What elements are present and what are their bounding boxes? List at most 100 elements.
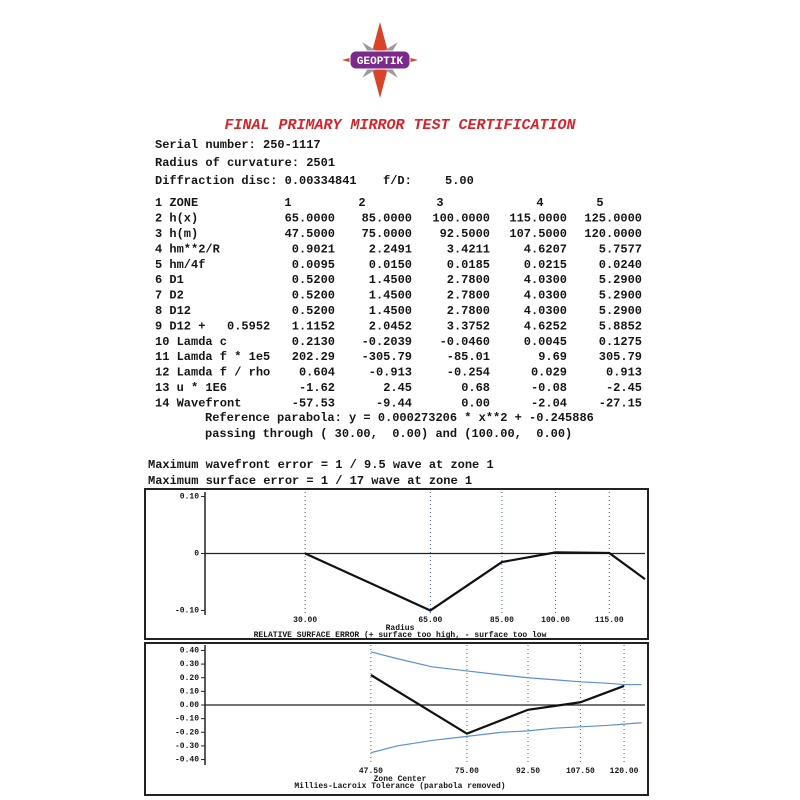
table-cell: -85.01 [447,350,490,364]
column-header: 1 [284,196,291,210]
table-cell: -0.2039 [362,335,412,349]
y-tick-label: 0.10 [180,493,199,502]
table-cell: -57.53 [292,396,335,410]
reference-line: passing through ( 30.00, 0.00) and (100.… [205,427,572,441]
table-cell: 0.68 [461,381,490,395]
table-cell: 4.6207 [524,242,567,256]
y-tick-label: -0.10 [175,607,199,616]
table-cell: 125.0000 [584,212,642,226]
table-cell: 2.7800 [447,273,490,287]
table-cell: 4.0300 [524,273,567,287]
x-tick-label: 47.50 [359,767,383,776]
row-label: 13 u * 1E6 [155,381,227,395]
table-cell: 9.69 [538,350,567,364]
row-label: 8 D12 [155,304,191,318]
y-tick-label: 0.00 [180,701,199,710]
table-cell: 0.00 [461,396,490,410]
table-cell: 2.0452 [369,319,412,333]
chart-title: RELATIVE SURFACE ERROR (+ surface too hi… [254,631,547,640]
row-label: 14 Wavefront [155,396,241,410]
table-cell: 120.0000 [584,227,642,241]
chart-frame [144,642,649,796]
y-tick-label: 0.10 [180,687,199,696]
table-cell: 0.5200 [292,273,335,287]
serial: Serial number: 250-1117 [155,138,321,152]
x-tick-label: 65.00 [418,616,442,625]
x-tick-label: 115.00 [595,616,624,625]
y-tick-label: 0.40 [180,647,199,656]
table-cell: 4.6252 [524,319,567,333]
table-cell: 202.29 [292,350,335,364]
summary-line: Maximum wavefront error = 1 / 9.5 wave a… [148,458,494,472]
y-tick-label: 0.20 [180,674,199,683]
table-cell: -0.913 [369,366,412,380]
logo-text: GEOPTIK [357,56,404,68]
summary-line: Maximum surface error = 1 / 17 wave at z… [148,474,472,488]
table-cell: 47.5000 [285,227,335,241]
table-cell: 5.2900 [599,289,642,303]
table-cell: 107.5000 [509,227,567,241]
table-cell: 5.2900 [599,304,642,318]
table-cell: 100.0000 [432,212,490,226]
table-cell: 85.0000 [362,212,412,226]
table-cell: 305.79 [599,350,642,364]
row-label: 6 D1 [155,273,184,287]
table-cell: 0.9021 [292,242,335,256]
table-cell: 1.1152 [292,319,335,333]
row-label: 7 D2 [155,289,184,303]
table-cell: 1.4500 [369,289,412,303]
table-cell: -9.44 [376,396,412,410]
radius: Radius of curvature: 2501 [155,156,335,170]
table-cell: 2.7800 [447,304,490,318]
table-cell: 5.2900 [599,273,642,287]
x-tick-label: 120.00 [610,767,639,776]
data-line [370,674,625,735]
table-cell: 0.0215 [524,258,567,272]
table-cell: 0.913 [606,366,642,380]
table-cell: 1.4500 [369,304,412,318]
x-tick-label: 30.00 [293,616,317,625]
table-cell: 2.2491 [369,242,412,256]
table-cell: 0.029 [531,366,567,380]
table-cell: -0.0460 [440,335,490,349]
table-cell: 0.5200 [292,304,335,318]
row-label: 9 D12 + 0.5952 [155,319,270,333]
table-cell: 5.8852 [599,319,642,333]
x-tick-label: 100.00 [541,616,570,625]
table-cell: 0.0150 [369,258,412,272]
y-tick-label: 0 [194,550,199,559]
table-cell: 0.1275 [599,335,642,349]
data-line [370,651,642,686]
y-tick-label: -0.20 [175,728,199,737]
table-cell: 3.3752 [447,319,490,333]
doc-title: FINAL PRIMARY MIRROR TEST CERTIFICATION [224,117,576,134]
table-cell: 65.0000 [285,212,335,226]
table-cell: 115.0000 [509,212,567,226]
column-header: 2 [358,196,365,210]
row-label: 5 hm/4f [155,258,205,272]
y-tick-label: -0.30 [175,742,199,751]
x-tick-label: 85.00 [490,616,514,625]
data-line [370,722,642,754]
column-header: 3 [436,196,443,210]
reference-line: Reference parabola: y = 0.000273206 * x*… [205,411,594,425]
table-cell: -2.04 [531,396,567,410]
logo: GEOPTIK [342,22,418,98]
table-cell: 0.0240 [599,258,642,272]
table-cell: -0.254 [447,366,490,380]
table-cell: -0.08 [531,381,567,395]
table-cell: -1.62 [299,381,335,395]
y-tick-label: -0.40 [175,756,199,765]
row-label: 12 Lamda f / rho [155,366,270,380]
table-cell: 75.0000 [362,227,412,241]
column-header: 4 [536,196,543,210]
table-cell: 4.0300 [524,289,567,303]
table-cell: 4.0300 [524,304,567,318]
x-tick-label: 92.50 [516,767,540,776]
table-cell: 0.2130 [292,335,335,349]
table-cell: 5.7577 [599,242,642,256]
x-axis-label: Radius [386,624,415,633]
table-cell: -305.79 [362,350,412,364]
logo-badge [349,50,411,70]
